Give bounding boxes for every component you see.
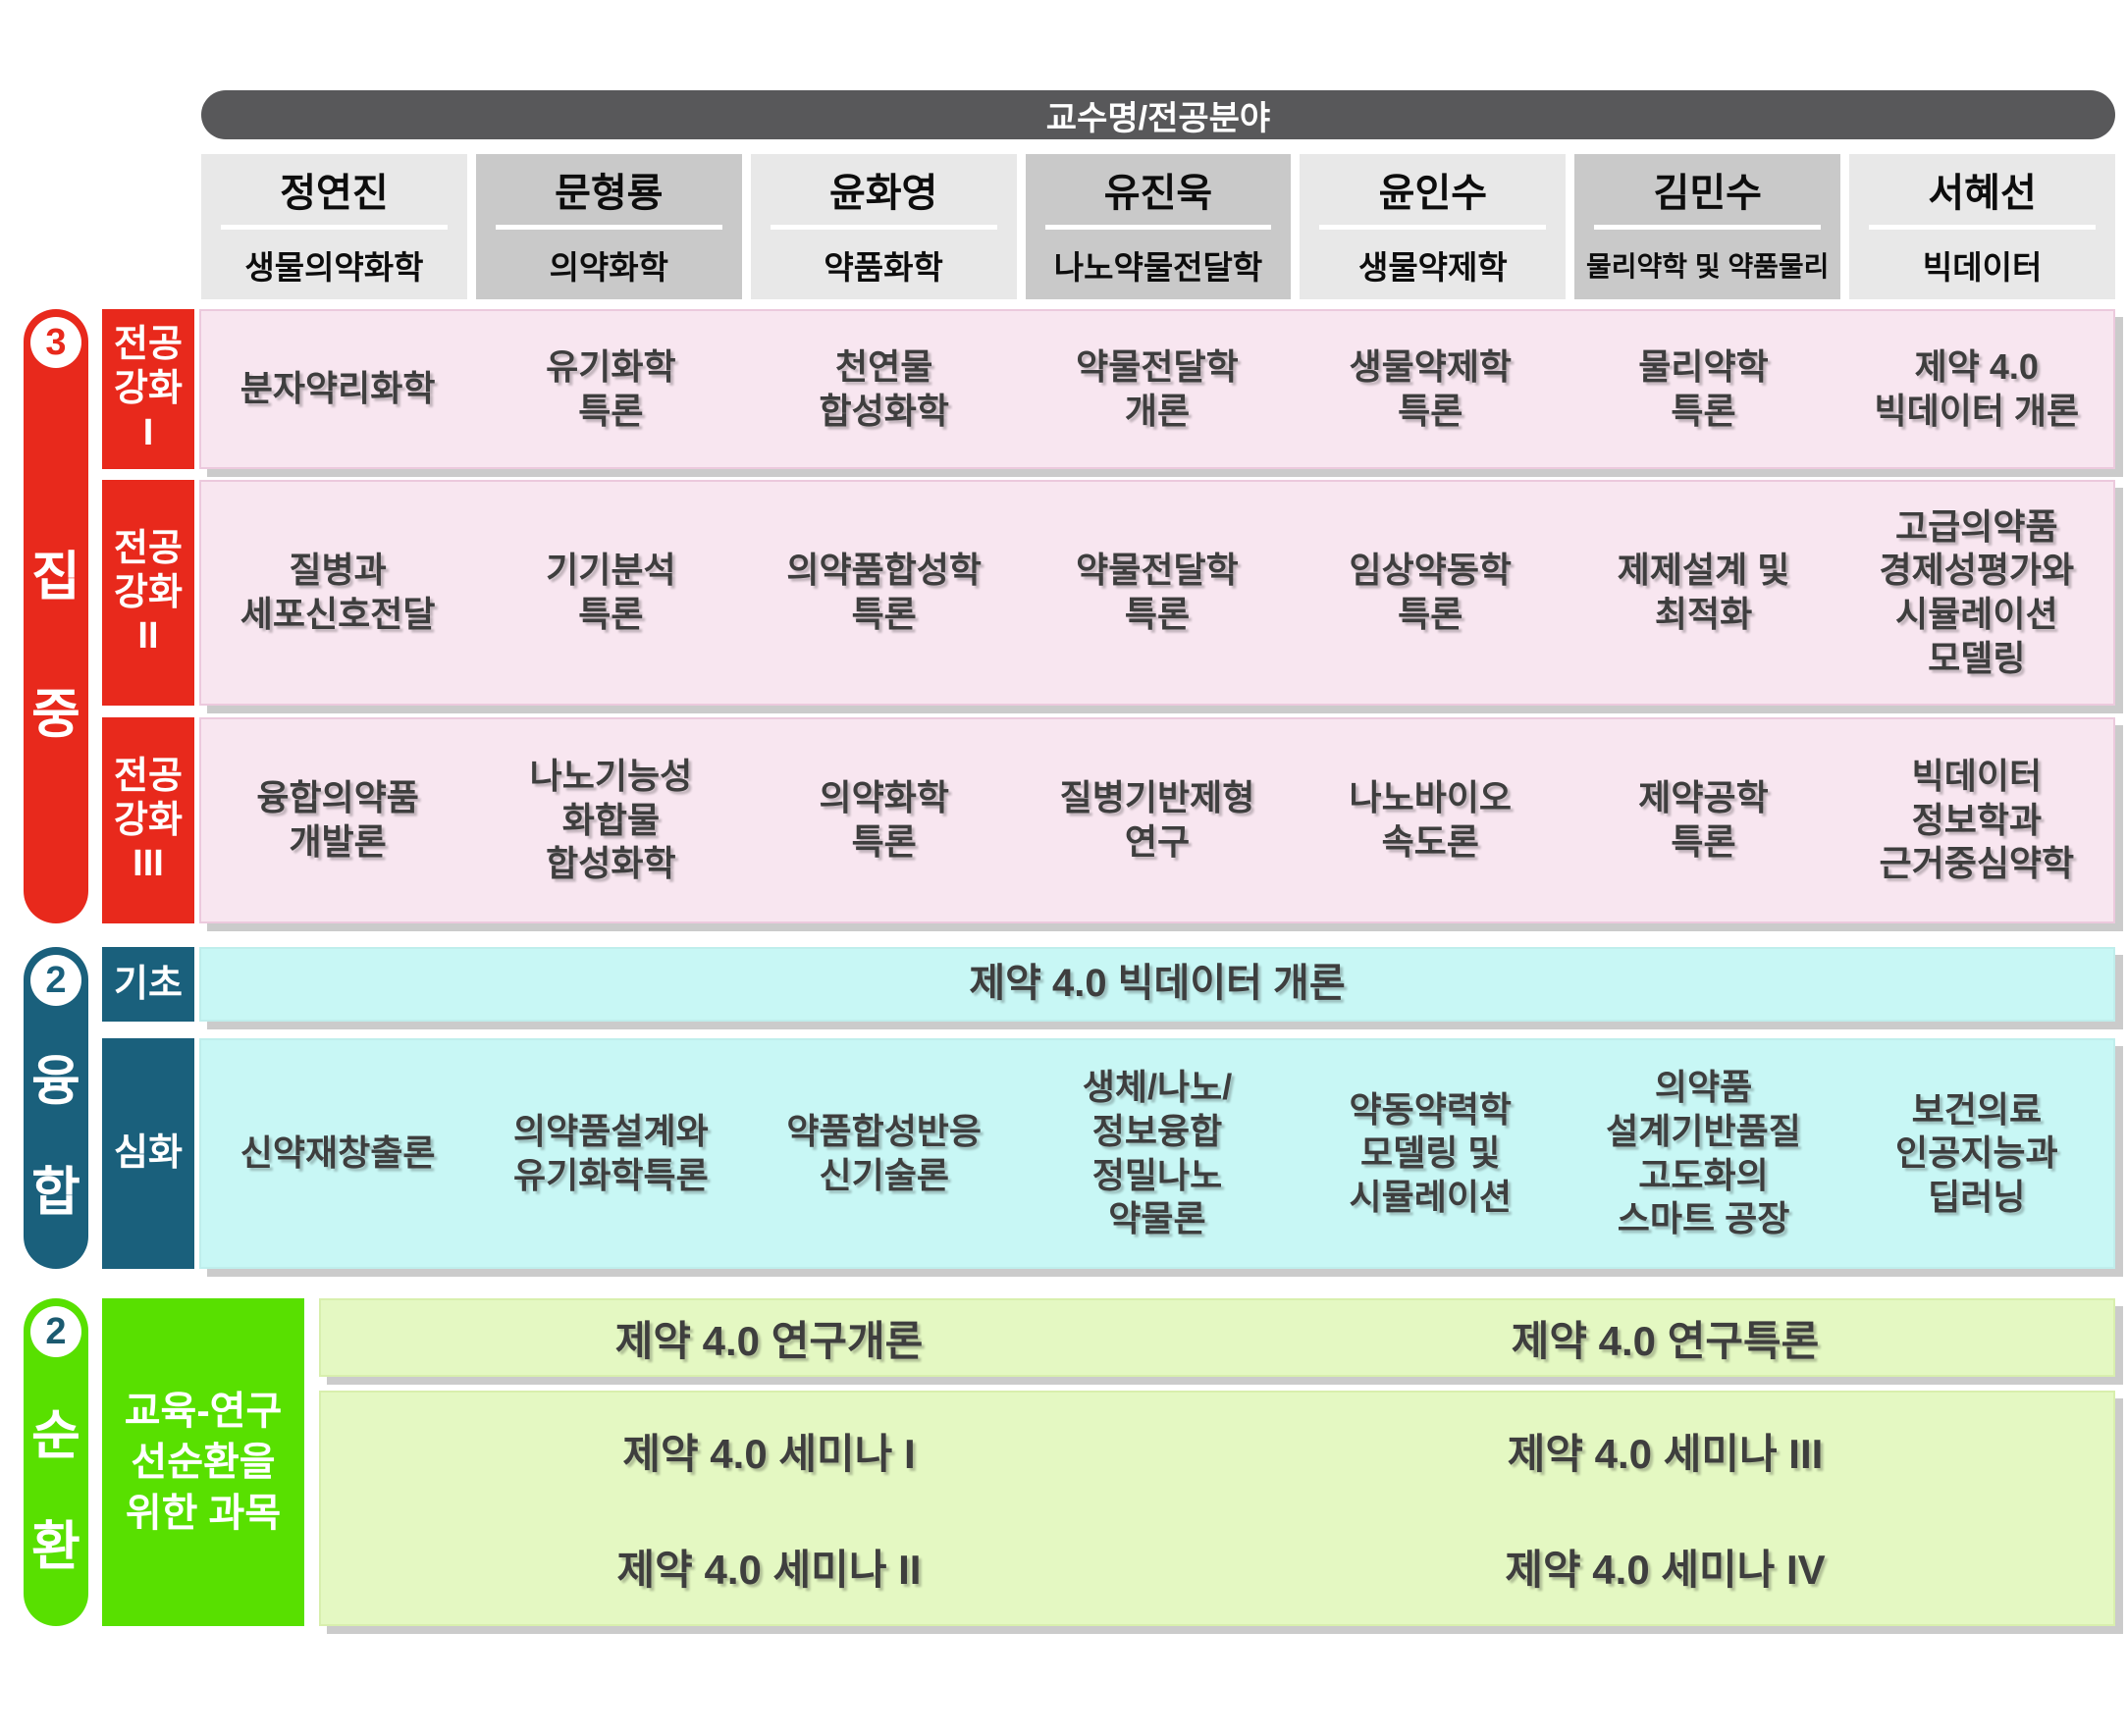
- course-cell: 융합의약품 개발론: [256, 777, 419, 862]
- course-cell: 약물전달학 개론: [1076, 345, 1239, 431]
- course-cell: 기기분석 특론: [546, 550, 676, 634]
- course-cell: 고급의약품 경제성평가와 시뮬레이션 모델링: [1879, 505, 2075, 678]
- professor-name: 김민수: [1653, 172, 1762, 215]
- professor-column-6: 김민수 물리약학 및 약품물리: [1574, 154, 1841, 299]
- course-cell: 제약 4.0 빅데이터 개론: [1874, 345, 2080, 431]
- course-cell-left: 제약 4.0 세미나 I: [622, 1430, 916, 1477]
- badge-circle-2: 2: [30, 955, 81, 1006]
- professor-field: 나노약물전달학: [1053, 248, 1263, 286]
- header-title: 교수명/전공분야: [1045, 99, 1271, 137]
- course-row-jeongong-ganghwa-1: 분자약리화학 유기화학 특론 천연물 합성화학 약물전달학 개론 생물약제학 특…: [199, 309, 2115, 469]
- course-row-seminar: 제약 4.0 세미나 I 제약 4.0 세미나 III 제약 4.0 세미나 I…: [319, 1391, 2115, 1626]
- section-title-jipjung: 집중: [31, 547, 80, 744]
- professor-field: 빅데이터: [1922, 248, 2043, 286]
- section-pill-jipjung: 3 집중: [24, 309, 88, 923]
- seminar-grid: 제약 4.0 세미나 I 제약 4.0 세미나 III 제약 4.0 세미나 I…: [321, 1393, 2113, 1624]
- section-title-yunghap: 융합: [31, 1051, 80, 1222]
- row-label-jeongong-ganghwa-1: 전공 강화 I: [102, 309, 194, 469]
- row-label-simhwa: 심화: [102, 1038, 194, 1269]
- course-cell: 제제설계 및 최적화: [1617, 550, 1790, 634]
- course-row-jeongong-ganghwa-3: 융합의약품 개발론 나노기능성 화합물 합성화학 의약화학 특론 질병기반제형 …: [199, 717, 2115, 923]
- course-cell: 약동약력학 모델링 및 시뮬레이션: [1349, 1088, 1513, 1217]
- course-cell-right: 제약 4.0 연구특론: [1511, 1317, 1820, 1364]
- professor-field: 물리약학 및 약품물리: [1586, 250, 1830, 282]
- professor-name: 윤인수: [1378, 172, 1488, 215]
- course-cell-left: 제약 4.0 연구개론: [614, 1317, 924, 1364]
- course-cell: 질병과 세포신호전달: [239, 550, 436, 634]
- course-cell-left: 제약 4.0 세미나 II: [616, 1546, 922, 1593]
- course-cell: 생체/나노/ 정보융합 정밀나노 약물론: [1082, 1067, 1233, 1239]
- course-cell-right: 제약 4.0 세미나 IV: [1505, 1546, 1826, 1593]
- course-cell-full-span: 제약 4.0 빅데이터 개론: [969, 962, 1346, 1006]
- course-row-yeongu: 제약 4.0 연구개론 제약 4.0 연구특론: [319, 1298, 2115, 1377]
- course-cell: 질병기반제형 연구: [1059, 777, 1255, 862]
- course-cell: 의약품합성학 특론: [786, 550, 983, 634]
- professor-field: 생물약제학: [1357, 248, 1508, 286]
- professor-field: 생물의약화학: [244, 248, 424, 286]
- professor-name: 정연진: [280, 172, 389, 215]
- divider: [495, 225, 722, 230]
- course-cell: 의약화학 특론: [819, 777, 949, 862]
- professor-row: 정연진 생물의약화학 문형룡 의약화학 윤화영 약품화학 유진욱 나노약물전달학…: [201, 154, 2116, 299]
- course-row-jeongong-ganghwa-2: 질병과 세포신호전달 기기분석 특론 의약품합성학 특론 약물전달학 특론 임상…: [199, 480, 2115, 706]
- professor-field: 약품화학: [824, 248, 943, 286]
- course-cell: 제약공학 특론: [1638, 777, 1769, 862]
- course-cell: 약물전달학 특론: [1076, 550, 1239, 634]
- row-label-education-research: 교육-연구 선순환을 위한 과목: [102, 1298, 304, 1626]
- badge-circle-3: 3: [30, 317, 81, 368]
- divider: [770, 225, 997, 230]
- course-cell: 빅데이터 정보학과 근거중심약학: [1879, 756, 2075, 884]
- course-row-gicho: 제약 4.0 빅데이터 개론: [199, 947, 2115, 1022]
- professor-name: 유진욱: [1103, 172, 1213, 215]
- course-cell: 임상약동학 특론: [1349, 550, 1513, 634]
- header-bar: 교수명/전공분야: [201, 90, 2115, 139]
- divider: [1869, 225, 2097, 230]
- course-cell: 약품합성반응 신기술론: [786, 1110, 983, 1195]
- professor-field: 의약화학: [549, 248, 669, 286]
- row-label-gicho: 기초: [102, 947, 194, 1022]
- seminar-row-1: 제약 4.0 세미나 I 제약 4.0 세미나 III: [321, 1393, 2113, 1508]
- section-pill-sunhwan: 2 순환: [24, 1298, 88, 1626]
- course-cell: 의약품 설계기반품질 고도화의 스마트 공장: [1606, 1067, 1801, 1239]
- professor-column-3: 윤화영 약품화학: [750, 154, 1017, 299]
- course-cell: 나노기능성 화합물 합성화학: [529, 756, 693, 884]
- course-cell: 유기화학 특론: [546, 345, 676, 431]
- divider: [1044, 225, 1272, 230]
- divider: [1594, 225, 1822, 230]
- course-cell: 생물약제학 특론: [1349, 345, 1513, 431]
- section-title-sunhwan: 순환: [31, 1405, 80, 1576]
- row-label-jeongong-ganghwa-2: 전공 강화 II: [102, 480, 194, 706]
- row-label-jeongong-ganghwa-3: 전공 강화 III: [102, 717, 194, 923]
- professor-name: 윤화영: [828, 172, 938, 215]
- course-cell: 보건의료 인공지능과 딥러닝: [1895, 1088, 2058, 1217]
- professor-column-2: 문형룡 의약화학: [475, 154, 742, 299]
- course-cell: 나노바이오 속도론: [1349, 777, 1513, 862]
- course-cell: 천연물 합성화학: [819, 345, 949, 431]
- professor-column-1: 정연진 생물의약화학: [201, 154, 467, 299]
- professor-column-5: 윤인수 생물약제학: [1300, 154, 1567, 299]
- course-cell: 분자약리화학: [239, 368, 436, 409]
- course-cell-right: 제약 4.0 세미나 III: [1507, 1430, 1824, 1477]
- course-cell: 신약재창출론: [239, 1132, 436, 1174]
- professor-name: 문형룡: [555, 172, 664, 215]
- course-cell: 의약품설계와 유기화학특론: [513, 1110, 709, 1195]
- seminar-row-2: 제약 4.0 세미나 II 제약 4.0 세미나 IV: [321, 1508, 2113, 1624]
- section-pill-yunghap: 2 융합: [24, 947, 88, 1269]
- badge-circle-2: 2: [30, 1306, 81, 1357]
- professor-name: 서혜선: [1928, 172, 2037, 215]
- professor-column-7: 서혜선 빅데이터: [1849, 154, 2116, 299]
- professor-column-4: 유진욱 나노약물전달학: [1025, 154, 1292, 299]
- divider: [1319, 225, 1547, 230]
- course-row-simhwa: 신약재창출론 의약품설계와 유기화학특론 약품합성반응 신기술론 생체/나노/ …: [199, 1038, 2115, 1269]
- course-cell: 물리약학 특론: [1638, 345, 1769, 431]
- divider: [221, 225, 448, 230]
